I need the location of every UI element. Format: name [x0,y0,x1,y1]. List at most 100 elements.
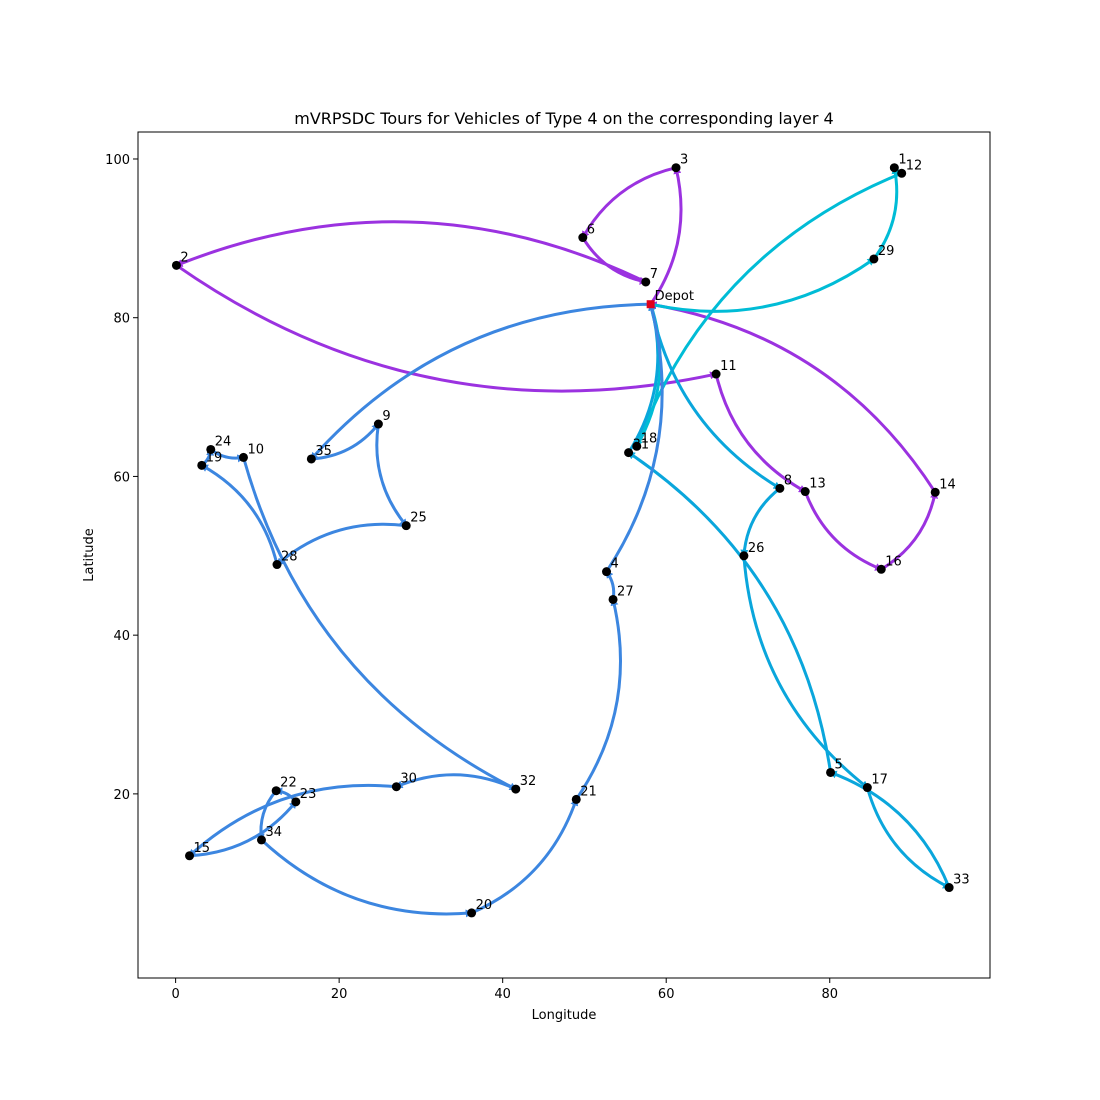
y-tick-label: 80 [113,312,130,327]
route-1-segment [581,166,677,240]
customer-node-label: 5 [835,757,843,772]
customer-node-label: 24 [215,434,232,449]
route-4-segment [311,422,380,461]
customer-node-label: 25 [410,511,427,526]
route-4-segment [260,838,474,918]
y-tick-label: 60 [113,470,130,485]
depot-marker [646,300,655,309]
customer-node-label: 34 [265,825,282,840]
route-3-segment [865,787,951,889]
customer-node-label: 31 [633,438,650,453]
route-4-segment [375,423,408,528]
customer-node [271,786,281,796]
customer-node-label: 8 [784,473,792,488]
route-2-segment [650,257,876,313]
customer-node-label: 18 [641,431,658,446]
x-tick-label: 80 [821,987,838,1002]
axes-layer: 0 20 40 60 80 20 40 60 80 100 [105,131,991,1002]
customer-node [641,277,651,287]
customer-node [775,483,785,493]
x-tick-label: 40 [494,987,511,1002]
customer-node-label: 21 [580,784,597,799]
customer-node-label: 20 [476,898,493,913]
route-4-segment [471,797,579,915]
customer-node-label: 14 [939,477,956,492]
customer-node [739,551,749,561]
depot-label: Depot [655,289,694,304]
customer-node-label: 22 [280,776,297,791]
customer-node [206,444,216,454]
customer-node [869,254,879,264]
customer-node [800,487,810,497]
customer-node [578,233,588,243]
customer-node [889,163,899,173]
customer-node-label: 4 [611,557,619,572]
y-tick-label: 40 [113,629,130,644]
route-4-segment [256,789,278,842]
customer-node [306,454,316,464]
chart-title: mVRPSDC Tours for Vehicles of Type 4 on … [294,109,833,128]
customer-node [171,260,181,270]
route-3-segment [626,451,833,773]
customer-node-label: 15 [194,841,211,856]
y-tick-label: 100 [105,153,130,168]
customer-node-label: 9 [382,409,390,424]
customer-node [185,851,195,861]
route-4-segment [200,464,279,565]
route-4-segment [242,456,518,791]
route-1-segment [174,220,647,284]
customer-node [944,883,954,893]
customer-node [256,835,266,845]
customer-node [391,782,401,792]
customer-node-label: 27 [617,584,634,599]
route-4-segment [310,302,651,461]
customer-node [632,441,642,451]
customer-node [671,163,681,173]
customer-node-label: 17 [871,773,888,788]
routes-layer [174,165,951,918]
y-tick-label: 20 [113,788,130,803]
customer-node [571,794,581,804]
customer-node [876,564,886,574]
customer-node-label: 16 [885,554,902,569]
route-4-segment [275,522,407,566]
customer-node [897,168,907,178]
customer-node [862,783,872,793]
customer-node [401,521,411,531]
route-1-segment [803,490,884,571]
route-4-segment [189,800,298,858]
customer-node-label: 28 [281,550,298,565]
customer-node [511,784,521,794]
customer-node [826,767,836,777]
customer-node-label: 32 [520,774,537,789]
customer-node-label: 30 [400,772,417,787]
customer-node-label: 11 [720,359,737,374]
customer-node-label: 3 [680,153,688,168]
customer-node [602,567,612,577]
customer-node [467,908,477,918]
route-1-segment [649,165,683,306]
route-4-segment [605,302,664,573]
customer-node-label: 23 [300,787,317,802]
x-axis-label: Longitude [532,1008,597,1023]
plot-frame [137,131,991,979]
customer-node-label: 12 [906,158,923,173]
x-tick-label: 60 [658,987,675,1002]
x-tick-label: 20 [331,987,348,1002]
customer-node [608,594,618,604]
route-3-segment [740,487,781,558]
route-1-segment [880,490,938,571]
route-4-segment [188,783,397,858]
customer-node-label: 29 [878,244,895,259]
customer-node [291,797,301,807]
customer-node-label: 6 [587,223,595,238]
customer-node [930,487,940,497]
route-4-segment [394,773,517,791]
route-1-segment [175,264,719,393]
route-3-segment [742,555,869,789]
customer-node-label: 1 [898,153,906,168]
route-2-segment [635,171,903,449]
customer-node-label: 35 [315,444,332,459]
